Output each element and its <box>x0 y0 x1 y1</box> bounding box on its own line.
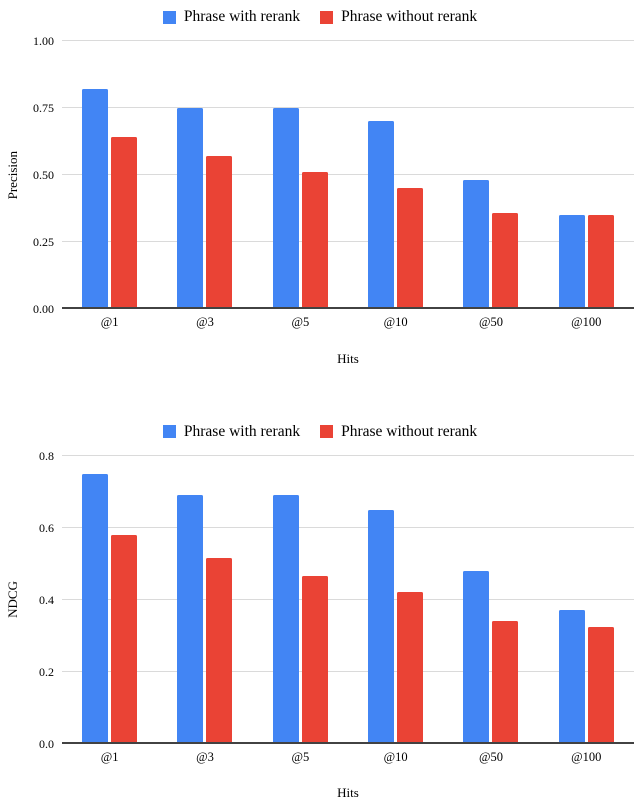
bar-phrase-without-rerank-at100 <box>587 626 614 744</box>
bar-phrase-with-rerank-at100 <box>558 610 585 744</box>
bar-phrase-with-rerank-at50 <box>463 570 490 744</box>
legend-label: Phrase without rerank <box>341 422 478 440</box>
legend-entry-with-rerank: Phrase with rerank <box>162 422 301 441</box>
bar-group-at50 <box>443 41 538 309</box>
bar-phrase-with-rerank-at10 <box>368 121 395 309</box>
y-tick-label: 0.0 <box>39 736 54 751</box>
legend: Phrase with rerank Phrase without rerank <box>0 8 640 26</box>
x-tick-label: @50 <box>478 315 503 329</box>
x-axis-tick-labels: @1 @3 @5 @10 @50 @100 <box>62 749 634 764</box>
x-axis-title: Hits <box>337 350 359 366</box>
gridline <box>62 40 634 41</box>
x-tick-label: @3 <box>196 315 214 329</box>
x-tick-label: @100 <box>571 315 602 329</box>
bar-group-at3 <box>157 41 252 309</box>
bar-phrase-with-rerank-at50 <box>463 180 490 309</box>
bar-group-at1 <box>62 41 157 309</box>
gridline <box>62 526 634 528</box>
bar-phrase-without-rerank-at3 <box>206 156 233 309</box>
chart-body: NDCG 0.0 0.2 0.4 0.6 0.8 <box>0 450 640 750</box>
bar-phrase-with-rerank-at5 <box>272 108 299 309</box>
bar-phrase-with-rerank-at10 <box>368 509 395 744</box>
y-tick-label: 1.00 <box>33 34 54 48</box>
bar-phrase-without-rerank-at10 <box>397 592 424 744</box>
bar-phrase-without-rerank-at1 <box>111 137 138 309</box>
bar-phrase-without-rerank-at50 <box>492 212 519 309</box>
legend-label: Phrase without rerank <box>341 8 478 25</box>
bar-phrase-with-rerank-at1 <box>82 89 109 309</box>
legend-entry-without-rerank: Phrase without rerank <box>320 423 477 441</box>
bar-groups <box>62 456 634 744</box>
x-tick-label: @1 <box>100 315 119 329</box>
legend: Phrase with rerank Phrase without rerank <box>0 423 640 441</box>
legend-swatch-blue-icon <box>162 10 176 24</box>
plot-area <box>62 40 634 309</box>
bar-phrase-with-rerank-at100 <box>558 215 585 309</box>
legend-entry-without-rerank: Phrase without rerank <box>320 8 477 26</box>
x-tick-label: @100 <box>571 749 602 764</box>
bar-group-at100 <box>539 41 634 309</box>
bar-phrase-with-rerank-at3 <box>177 108 204 309</box>
y-tick-label: 0.25 <box>33 235 54 249</box>
gridline <box>62 174 634 175</box>
y-tick-label: 0.50 <box>33 168 54 182</box>
y-tick-label: 0.4 <box>39 592 54 607</box>
bar-phrase-with-rerank-at3 <box>177 495 204 744</box>
y-axis-title: NDCG <box>5 581 20 618</box>
bar-phrase-without-rerank-at1 <box>111 534 138 744</box>
x-axis-tick-labels: @1 @3 @5 @10 @50 @100 <box>62 316 634 329</box>
bar-group-at5 <box>253 41 348 309</box>
gridline <box>62 107 634 108</box>
legend-label: Phrase with rerank <box>183 8 301 25</box>
x-axis-baseline <box>62 307 634 309</box>
bar-phrase-without-rerank-at5 <box>301 576 328 744</box>
bar-phrase-without-rerank-at5 <box>301 172 328 309</box>
x-tick-label: @50 <box>478 749 503 764</box>
bar-groups <box>62 41 634 309</box>
bar-phrase-without-rerank-at50 <box>492 621 519 744</box>
x-tick-label: @10 <box>383 315 408 329</box>
x-tick-label: @5 <box>291 749 310 764</box>
x-axis-title: Hits <box>337 785 359 800</box>
bar-phrase-without-rerank-at100 <box>587 215 614 309</box>
bar-group-at50 <box>443 456 538 744</box>
ndcg-chart: Phrase with rerank Phrase without rerank… <box>0 423 640 800</box>
x-axis-baseline <box>62 741 634 744</box>
bar-phrase-without-rerank-at10 <box>397 188 424 309</box>
plot-area <box>62 454 634 744</box>
gridline <box>62 670 634 672</box>
bar-group-at10 <box>348 41 443 309</box>
bar-group-at10 <box>348 456 443 744</box>
x-tick-label: @3 <box>196 749 214 764</box>
y-tick-label: 0.2 <box>39 664 54 679</box>
legend-swatch-red-icon <box>320 425 334 438</box>
bar-phrase-with-rerank-at5 <box>272 495 299 744</box>
bar-group-at5 <box>253 456 348 744</box>
gridline <box>62 598 634 600</box>
bar-phrase-with-rerank-at1 <box>82 473 109 744</box>
y-tick-label: 0.6 <box>39 520 54 535</box>
x-tick-label: @1 <box>100 749 119 764</box>
precision-chart: Phrase with rerank Phrase without rerank… <box>0 8 640 365</box>
y-axis-title: Precision <box>5 150 20 200</box>
x-tick-label: @10 <box>383 749 408 764</box>
y-tick-label: 0.8 <box>39 448 54 463</box>
bar-group-at1 <box>62 456 157 744</box>
legend-swatch-red-icon <box>320 10 334 24</box>
gridline <box>62 454 634 456</box>
gridline <box>62 241 634 242</box>
legend-swatch-blue-icon <box>162 425 176 438</box>
chart-body: Precision 0.00 0.25 0.50 0.75 1.00 <box>0 35 640 315</box>
y-tick-label: 0.00 <box>33 302 54 316</box>
y-axis-tick-labels: 0.00 0.25 0.50 0.75 1.00 <box>26 35 62 315</box>
legend-entry-with-rerank: Phrase with rerank <box>162 8 301 26</box>
x-tick-label: @5 <box>291 315 310 329</box>
bar-phrase-without-rerank-at3 <box>206 558 233 744</box>
bar-group-at3 <box>157 456 252 744</box>
y-tick-label: 0.75 <box>33 101 54 115</box>
bar-group-at100 <box>539 456 634 744</box>
y-axis-tick-labels: 0.0 0.2 0.4 0.6 0.8 <box>26 450 62 750</box>
legend-label: Phrase with rerank <box>183 422 301 440</box>
